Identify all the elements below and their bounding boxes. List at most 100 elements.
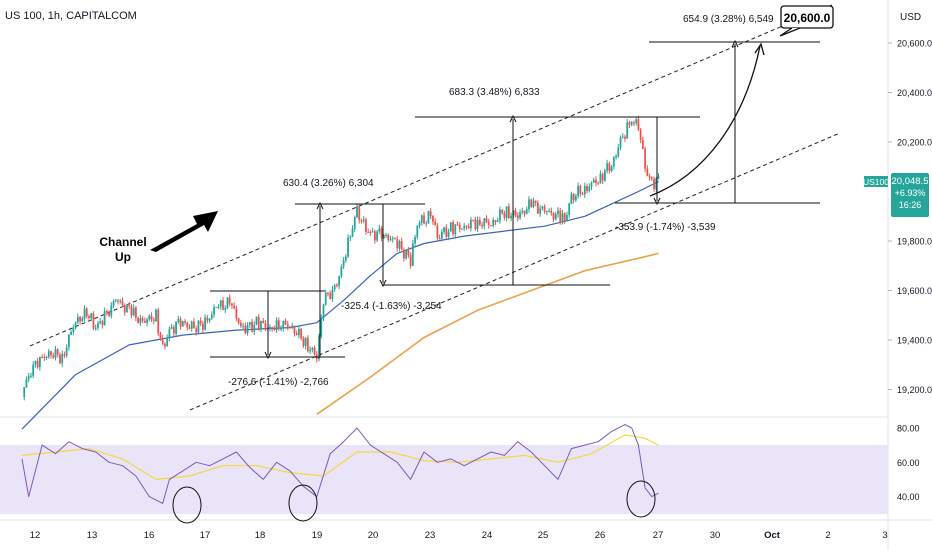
candle-body [641, 139, 644, 149]
candle-body [114, 300, 117, 302]
candle-body [235, 308, 238, 319]
candle-body [601, 173, 604, 181]
channel-label-line1: Channel [99, 235, 146, 249]
time-tick-label: 27 [653, 530, 664, 541]
measure4-arrowhead [509, 114, 517, 123]
candle-body [231, 303, 233, 306]
candle-body [342, 260, 345, 267]
candle-body [644, 148, 646, 169]
candle-body [159, 333, 162, 339]
candle-body [626, 122, 629, 139]
candle-body [655, 178, 658, 190]
candle-body [389, 239, 392, 241]
main-pane[interactable] [0, 0, 888, 520]
channel-lower-line[interactable] [189, 132, 841, 411]
candle-body [59, 354, 61, 364]
candle-body [427, 211, 430, 224]
target-callout[interactable]: 20,600.0 [779, 5, 834, 37]
candle-body [217, 306, 220, 308]
projection-curve[interactable] [649, 45, 761, 197]
candle-body [499, 209, 501, 221]
candle-body [566, 214, 568, 221]
candle-body [586, 185, 588, 191]
candle-body [41, 357, 43, 359]
candle-body [610, 166, 613, 172]
candle-body [146, 319, 148, 323]
rsi-circle-1[interactable] [172, 486, 202, 524]
candle-body [56, 349, 59, 355]
price-axis-pane[interactable] [888, 0, 932, 550]
candle-body [92, 313, 95, 329]
time-tick-label: 17 [200, 530, 211, 541]
price-badge: US100 20,048.5 +6.93% 16:26 [863, 173, 929, 217]
rsi-circle-3[interactable] [626, 480, 656, 518]
candle-body [463, 225, 466, 229]
measure3-arrowhead [379, 279, 387, 288]
price-tick-label: 19,400.0 [897, 336, 932, 346]
candle-body [590, 182, 593, 187]
channel-arrow-icon [150, 211, 218, 252]
candle-body [360, 220, 363, 222]
candle-body [414, 237, 416, 244]
candle-body [175, 322, 177, 334]
candle-body [385, 234, 387, 236]
candle-body [253, 324, 256, 332]
candle-body [186, 322, 189, 328]
channel-upper-line[interactable] [29, 4, 833, 347]
candle-body [25, 379, 28, 388]
candle-body [152, 319, 155, 322]
rsi-tick-label: 60.00 [897, 458, 920, 468]
rsi-tick-label: 80.00 [897, 424, 920, 434]
measure-label-2: 630.4 (3.26%) 6,304 [283, 178, 374, 189]
candle-body [117, 300, 119, 302]
candle-body [126, 305, 128, 313]
candle-body [474, 219, 477, 229]
candle-body [639, 129, 642, 140]
candle-body [490, 225, 492, 227]
candle-body [581, 193, 584, 195]
time-tick-label: 30 [710, 530, 721, 541]
candle-body [105, 311, 108, 313]
candle-body [483, 218, 486, 227]
candle-body [434, 221, 437, 226]
measure-label-6: 654.9 (3.28%) 6,549 [683, 14, 774, 25]
candle-body [559, 210, 562, 223]
candle-body [503, 213, 506, 218]
candle-body [579, 185, 582, 194]
candle-body [539, 208, 542, 214]
candle-body [302, 338, 305, 347]
candle-body [501, 209, 504, 214]
candle-body [260, 320, 262, 329]
candle-body [532, 200, 535, 207]
candle-body [112, 301, 115, 306]
candle-body [172, 327, 175, 334]
candle-body [32, 364, 35, 376]
candle-body [181, 321, 184, 327]
candle-body [487, 221, 490, 226]
candle-body [577, 185, 579, 197]
measure-label-5: -353.9 (-1.74%) -3,539 [615, 222, 716, 233]
time-tick-label: 13 [87, 530, 98, 541]
candle-body [548, 210, 550, 212]
candle-body [206, 317, 209, 321]
candle-body [595, 179, 597, 184]
candle-body [97, 322, 99, 328]
time-tick-label: 12 [30, 530, 41, 541]
candle-body [597, 183, 600, 185]
candle-body [233, 305, 236, 309]
candle-body [592, 179, 595, 183]
price-tick-label: 19,800.0 [897, 237, 932, 247]
time-tick-label: 26 [595, 530, 606, 541]
candle-body [452, 222, 454, 235]
candle-body [304, 337, 307, 347]
candle-body [43, 357, 46, 359]
candle-body [202, 323, 204, 330]
rsi-tick-label: 40.00 [897, 492, 920, 502]
candle-body [52, 355, 55, 358]
candle-body [168, 328, 171, 338]
candle-body [637, 119, 640, 130]
candle-body [543, 206, 546, 212]
rsi-circle-2[interactable] [288, 484, 318, 522]
candle-body [461, 228, 463, 230]
channel-up-annotation: Channel Up [99, 211, 218, 264]
